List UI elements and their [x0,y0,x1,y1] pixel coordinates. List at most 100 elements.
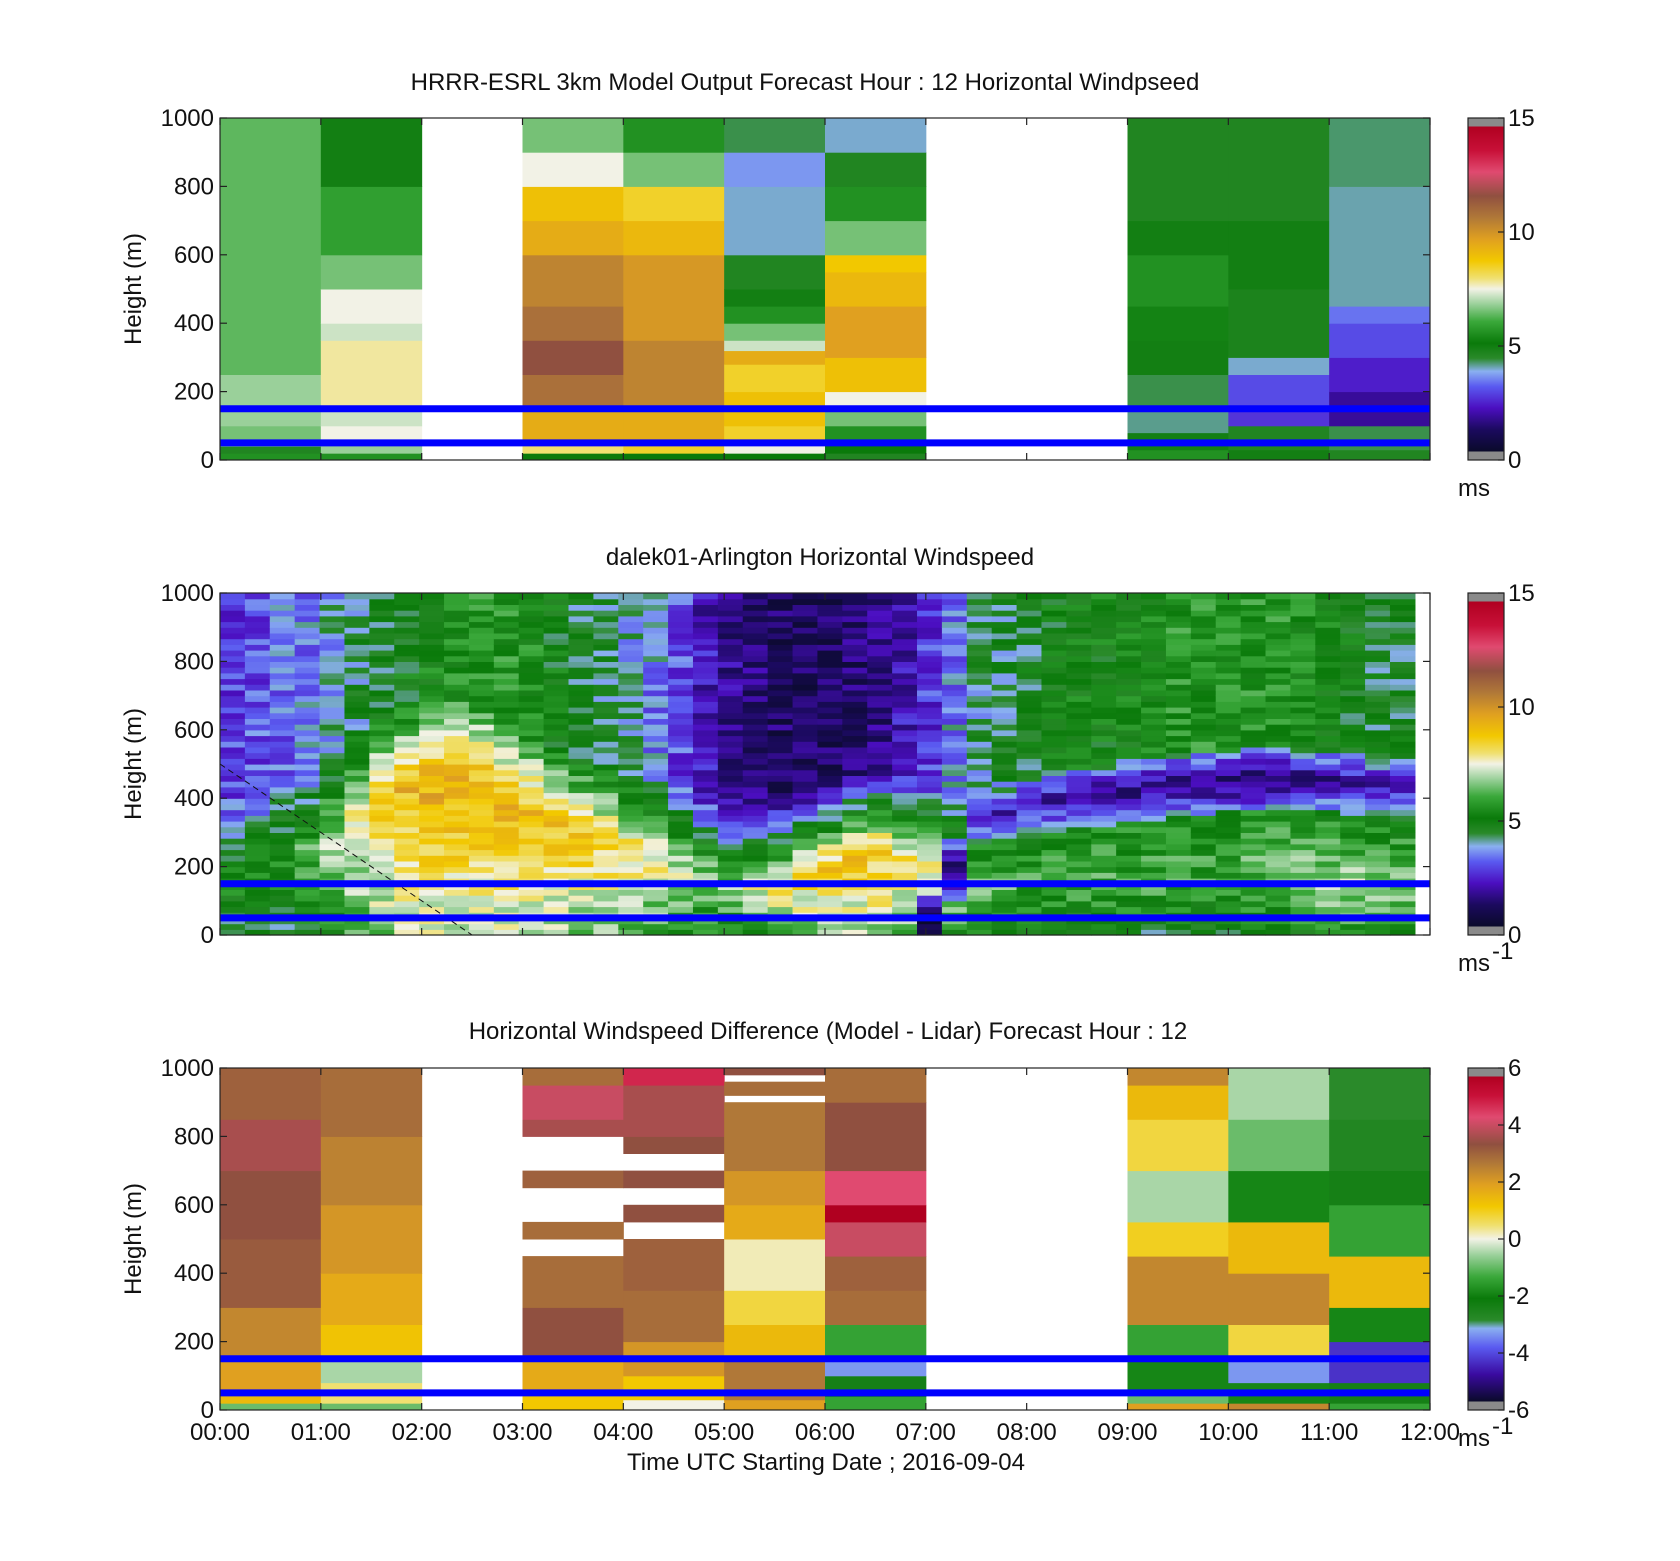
heatmap-cell [825,1170,927,1206]
heatmap-cell [941,832,968,839]
heatmap-cell [1340,775,1366,782]
heatmap-cell [220,453,322,461]
heatmap-cell [518,604,545,611]
heatmap-cell [1165,872,1192,879]
heatmap-cell [867,860,893,868]
heatmap-cell [842,667,868,674]
heatmap-cell [1389,764,1416,771]
heatmap-cell [1016,621,1043,628]
heatmap-cell [966,781,993,788]
heatmap-cell [518,860,545,868]
heatmap-cell [792,667,819,674]
heatmap-cell [1041,678,1067,685]
heatmap-cell [568,712,594,719]
heatmap-cell [1141,724,1167,731]
heatmap-cell [1389,809,1416,816]
heatmap-cell [468,764,495,771]
heatmap-cell [369,735,395,742]
heatmap-cell [493,593,520,600]
heatmap-cell [220,786,246,794]
heatmap-cell [892,627,918,634]
heatmap-cell [493,621,520,628]
heatmap-cell [1389,684,1416,691]
heatmap-cell [1365,655,1391,662]
heatmap-cell [991,758,1018,765]
heatmap-cell [522,453,624,461]
heatmap-cell [1165,786,1192,794]
heatmap-cell [220,118,322,375]
heatmap-cell [867,923,893,930]
heatmap-cell [220,923,246,930]
heatmap-cell [1190,929,1217,936]
heatmap-cell [1215,923,1242,930]
heatmap-cell [1016,695,1043,702]
heatmap-cell [817,815,843,822]
heatmap-cell [294,923,321,930]
heatmap-cell [1228,425,1330,451]
heatmap-cell [892,746,918,754]
heatmap-cell [419,786,445,794]
heatmap-cell [1116,684,1142,691]
heatmap-cell [892,621,918,628]
heatmap-cell [1091,803,1117,811]
heatmap-cell [643,923,669,930]
heatmap-cell [692,746,719,754]
heatmap-cell [320,1068,423,1137]
heatmap-cell [369,678,395,685]
heatmap-cell [842,849,868,856]
heatmap-cell [1141,741,1167,748]
heatmap-cell [1315,889,1341,896]
heatmap-cell [966,849,993,856]
heatmap-cell [294,729,321,737]
heatmap-cell [1066,655,1092,662]
heatmap-cell [369,866,395,873]
heatmap-cell [1315,786,1341,794]
heatmap-cell [1365,849,1391,856]
heatmap-cell [1290,718,1316,725]
heatmap-cell [444,838,470,845]
heatmap-cell [991,832,1018,839]
heatmap-cell [643,895,669,902]
heatmap-cell [244,929,271,936]
heatmap-cell [717,821,744,828]
heatmap-cell [941,746,968,754]
heatmap-cell [444,866,470,873]
heatmap-cell [220,718,246,725]
heatmap-cell [1265,832,1292,839]
heatmap-cell [724,1239,826,1291]
heatmap-cell [1091,786,1117,794]
heatmap-cell [1091,610,1117,617]
heatmap-cell [1091,746,1117,754]
heatmap-cell [1290,769,1316,776]
heatmap-cell [1315,615,1341,623]
heatmap-cell [419,695,445,702]
heatmap-cell [1127,1119,1229,1172]
heatmap-cell [643,929,669,936]
heatmap-cell [468,832,495,839]
heatmap-cell [1240,855,1267,862]
heatmap-cell [1190,689,1217,697]
heatmap-cell [1127,1221,1229,1257]
heatmap-cell [1127,254,1229,307]
heatmap-cell [767,821,794,828]
heatmap-cell [244,701,271,708]
heatmap-cell [1127,220,1229,256]
heatmap-cell [618,638,644,645]
heatmap-cell [668,769,694,776]
heatmap-cell [643,906,669,913]
heatmap-cell [1290,621,1316,628]
heatmap-cell [593,632,619,640]
heatmap-cell [344,929,370,936]
heatmap-cell [817,741,843,748]
heatmap-cell [742,843,769,851]
heatmap-cell [1066,889,1092,896]
heatmap-cell [1127,1170,1229,1223]
heatmap-cell [1240,838,1267,845]
heatmap-cell [1365,678,1391,685]
heatmap-cell [867,741,893,748]
heatmap-cell [825,357,927,393]
heatmap-cell [842,775,868,782]
heatmap-cell [369,775,395,782]
heatmap-cell [717,627,744,634]
heatmap-cell [867,832,893,839]
